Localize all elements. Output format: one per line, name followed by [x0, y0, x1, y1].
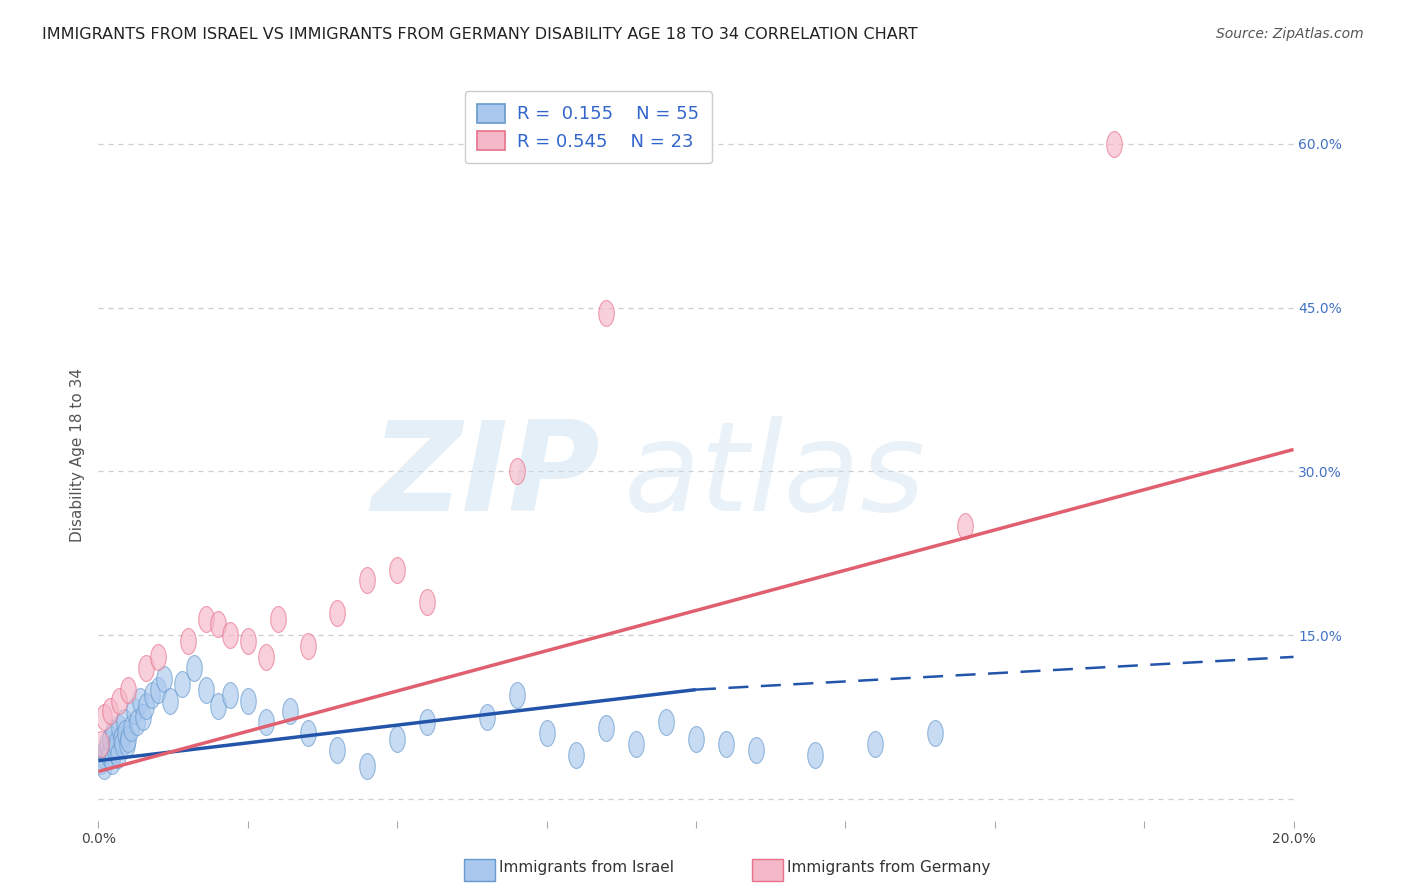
- Point: [326, 606, 349, 620]
- Point: [120, 721, 142, 735]
- Point: [655, 715, 678, 730]
- Point: [96, 737, 118, 751]
- Point: [924, 726, 946, 740]
- Point: [115, 737, 138, 751]
- Point: [177, 633, 200, 648]
- Point: [416, 715, 439, 730]
- Point: [124, 705, 146, 719]
- Point: [297, 726, 319, 740]
- Legend: R =  0.155    N = 55, R = 0.545    N = 23: R = 0.155 N = 55, R = 0.545 N = 23: [465, 91, 711, 163]
- Point: [219, 688, 242, 702]
- Point: [117, 682, 139, 697]
- Point: [93, 710, 115, 724]
- Point: [117, 731, 139, 746]
- Point: [148, 682, 170, 697]
- Point: [114, 726, 136, 740]
- Point: [94, 742, 117, 756]
- Point: [110, 731, 132, 746]
- Point: [108, 693, 131, 707]
- Point: [385, 731, 409, 746]
- Point: [135, 698, 157, 713]
- Point: [297, 639, 319, 653]
- Point: [953, 519, 976, 533]
- Text: Immigrants from Israel: Immigrants from Israel: [499, 860, 673, 874]
- Point: [356, 574, 378, 588]
- Point: [195, 612, 218, 626]
- Point: [595, 306, 617, 320]
- Point: [141, 688, 163, 702]
- Point: [98, 748, 121, 763]
- Point: [565, 748, 588, 763]
- Point: [267, 612, 290, 626]
- Point: [685, 731, 707, 746]
- Point: [475, 710, 498, 724]
- Point: [626, 737, 648, 751]
- Point: [172, 677, 194, 691]
- Point: [93, 759, 115, 773]
- Point: [506, 688, 529, 702]
- Point: [236, 633, 259, 648]
- Point: [195, 682, 218, 697]
- Point: [219, 628, 242, 642]
- Point: [236, 693, 259, 707]
- Point: [103, 726, 125, 740]
- Point: [207, 698, 229, 713]
- Point: [135, 661, 157, 675]
- Point: [207, 617, 229, 632]
- Point: [98, 705, 122, 719]
- Point: [129, 693, 152, 707]
- Point: [183, 661, 205, 675]
- Point: [108, 721, 131, 735]
- Text: Source: ZipAtlas.com: Source: ZipAtlas.com: [1216, 27, 1364, 41]
- Point: [127, 715, 149, 730]
- Point: [107, 748, 129, 763]
- Point: [254, 715, 277, 730]
- Point: [714, 737, 737, 751]
- Point: [416, 595, 439, 609]
- Point: [111, 737, 134, 751]
- Point: [326, 742, 349, 756]
- Point: [804, 748, 827, 763]
- Point: [90, 754, 112, 768]
- Point: [865, 737, 887, 751]
- Point: [356, 759, 378, 773]
- Text: Immigrants from Germany: Immigrants from Germany: [787, 860, 991, 874]
- Point: [254, 649, 277, 664]
- Point: [385, 563, 409, 577]
- Text: atlas: atlas: [624, 417, 927, 537]
- Y-axis label: Disability Age 18 to 34: Disability Age 18 to 34: [70, 368, 86, 542]
- Text: ZIP: ZIP: [371, 417, 600, 537]
- Text: IMMIGRANTS FROM ISRAEL VS IMMIGRANTS FROM GERMANY DISABILITY AGE 18 TO 34 CORREL: IMMIGRANTS FROM ISRAEL VS IMMIGRANTS FRO…: [42, 27, 918, 42]
- Point: [1104, 136, 1126, 151]
- Point: [745, 742, 768, 756]
- Point: [159, 693, 181, 707]
- Point: [506, 464, 529, 478]
- Point: [100, 754, 122, 768]
- Point: [153, 672, 176, 686]
- Point: [278, 705, 301, 719]
- Point: [536, 726, 558, 740]
- Point: [98, 731, 122, 746]
- Point: [132, 710, 155, 724]
- Point: [112, 715, 135, 730]
- Point: [105, 737, 128, 751]
- Point: [148, 649, 170, 664]
- Point: [91, 748, 114, 763]
- Point: [104, 742, 127, 756]
- Point: [595, 721, 617, 735]
- Point: [90, 737, 112, 751]
